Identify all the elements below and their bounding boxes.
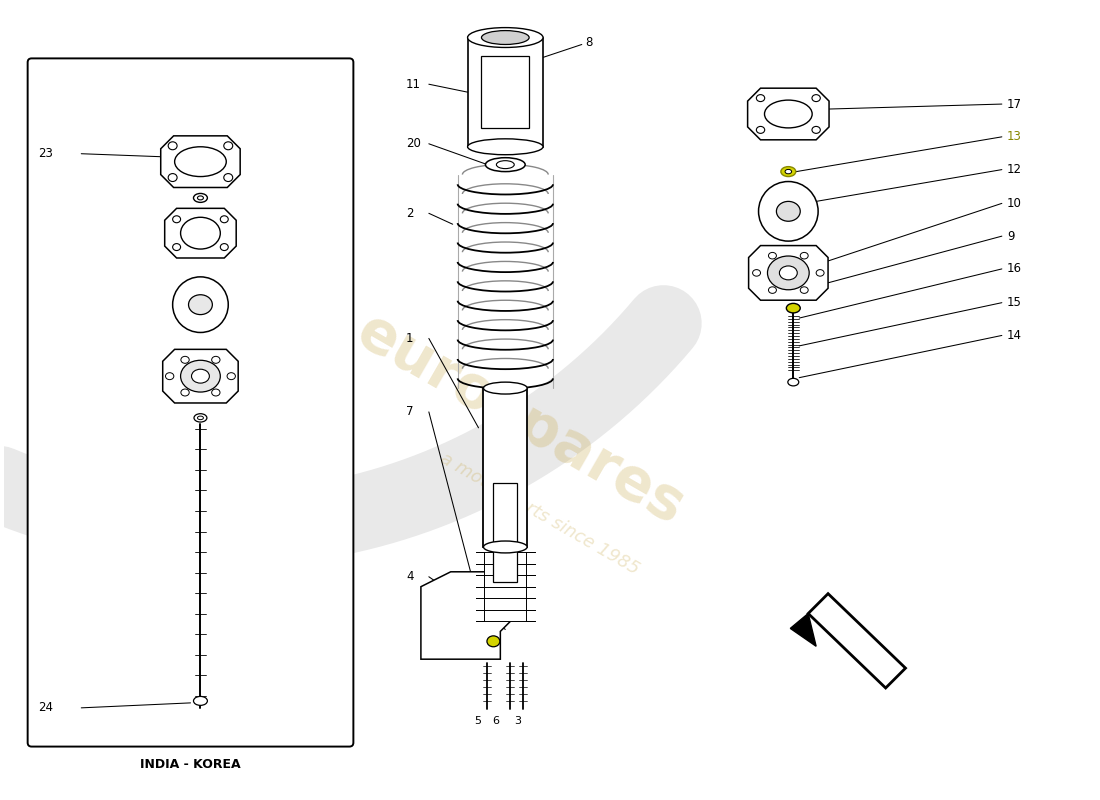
Text: 1: 1 — [406, 332, 414, 345]
Ellipse shape — [801, 253, 808, 259]
Ellipse shape — [180, 218, 220, 249]
Ellipse shape — [173, 243, 180, 250]
Text: INDIA - KOREA: INDIA - KOREA — [140, 758, 241, 771]
Text: 12: 12 — [1006, 163, 1022, 176]
Ellipse shape — [777, 202, 800, 222]
Ellipse shape — [173, 277, 229, 333]
Ellipse shape — [812, 126, 821, 134]
Text: 13: 13 — [1006, 130, 1022, 143]
Ellipse shape — [188, 294, 212, 314]
Polygon shape — [161, 136, 240, 187]
Ellipse shape — [484, 382, 527, 394]
Ellipse shape — [485, 158, 525, 171]
Text: 10: 10 — [1006, 197, 1022, 210]
Polygon shape — [165, 208, 236, 258]
Ellipse shape — [194, 194, 208, 202]
Ellipse shape — [468, 28, 543, 47]
Text: 11: 11 — [406, 78, 421, 90]
Ellipse shape — [752, 270, 760, 276]
Bar — [494, 483, 517, 582]
Ellipse shape — [781, 166, 795, 177]
Ellipse shape — [223, 174, 233, 182]
Text: 6: 6 — [492, 716, 499, 726]
Text: eurospares: eurospares — [346, 303, 694, 537]
Text: 20: 20 — [406, 138, 421, 150]
Ellipse shape — [801, 287, 808, 294]
Ellipse shape — [816, 270, 824, 276]
Ellipse shape — [173, 216, 180, 222]
Ellipse shape — [180, 389, 189, 396]
Polygon shape — [475, 586, 535, 598]
Ellipse shape — [482, 30, 529, 45]
Polygon shape — [163, 350, 239, 403]
Ellipse shape — [769, 253, 777, 259]
Text: 7: 7 — [406, 406, 414, 418]
Text: 23: 23 — [39, 147, 54, 160]
Ellipse shape — [759, 182, 818, 241]
Ellipse shape — [211, 389, 220, 396]
Ellipse shape — [769, 287, 777, 294]
Ellipse shape — [220, 216, 229, 222]
Text: 2: 2 — [406, 207, 414, 220]
Ellipse shape — [168, 174, 177, 182]
FancyBboxPatch shape — [28, 58, 353, 746]
Text: a motor parts since 1985: a motor parts since 1985 — [438, 450, 642, 578]
Polygon shape — [475, 575, 535, 586]
Polygon shape — [790, 614, 816, 646]
Polygon shape — [748, 88, 829, 140]
Ellipse shape — [468, 139, 543, 154]
Text: 3: 3 — [514, 716, 520, 726]
Ellipse shape — [780, 266, 798, 280]
Ellipse shape — [487, 636, 499, 646]
Text: 5: 5 — [474, 716, 481, 726]
Ellipse shape — [768, 256, 810, 290]
Ellipse shape — [191, 370, 209, 383]
Text: 9: 9 — [1006, 230, 1014, 242]
Ellipse shape — [220, 243, 229, 250]
Ellipse shape — [496, 161, 514, 169]
Polygon shape — [468, 38, 543, 146]
Polygon shape — [475, 552, 535, 563]
Ellipse shape — [757, 94, 764, 102]
Ellipse shape — [764, 100, 812, 128]
Ellipse shape — [194, 414, 207, 422]
Ellipse shape — [198, 416, 204, 420]
Ellipse shape — [180, 360, 220, 392]
Text: 16: 16 — [1006, 262, 1022, 275]
Ellipse shape — [484, 541, 527, 553]
Ellipse shape — [175, 146, 227, 177]
Bar — [484, 388, 527, 547]
Polygon shape — [421, 572, 510, 659]
Polygon shape — [475, 610, 535, 622]
Text: 15: 15 — [1006, 296, 1022, 309]
Ellipse shape — [165, 373, 174, 380]
Polygon shape — [749, 246, 828, 300]
Polygon shape — [808, 594, 905, 688]
Ellipse shape — [180, 356, 189, 363]
Ellipse shape — [785, 170, 792, 174]
Text: 14: 14 — [1006, 329, 1022, 342]
Ellipse shape — [168, 142, 177, 150]
Text: 8: 8 — [585, 36, 592, 49]
Polygon shape — [482, 57, 529, 128]
Text: 17: 17 — [1006, 98, 1022, 110]
Ellipse shape — [198, 196, 204, 200]
Ellipse shape — [194, 697, 208, 706]
Ellipse shape — [223, 142, 233, 150]
Polygon shape — [475, 563, 535, 575]
Ellipse shape — [757, 126, 764, 134]
Ellipse shape — [788, 378, 799, 386]
Polygon shape — [475, 598, 535, 610]
Ellipse shape — [227, 373, 235, 380]
Ellipse shape — [211, 356, 220, 363]
Ellipse shape — [812, 94, 821, 102]
Text: 4: 4 — [406, 570, 414, 583]
Ellipse shape — [786, 303, 801, 313]
Text: 24: 24 — [39, 702, 54, 714]
